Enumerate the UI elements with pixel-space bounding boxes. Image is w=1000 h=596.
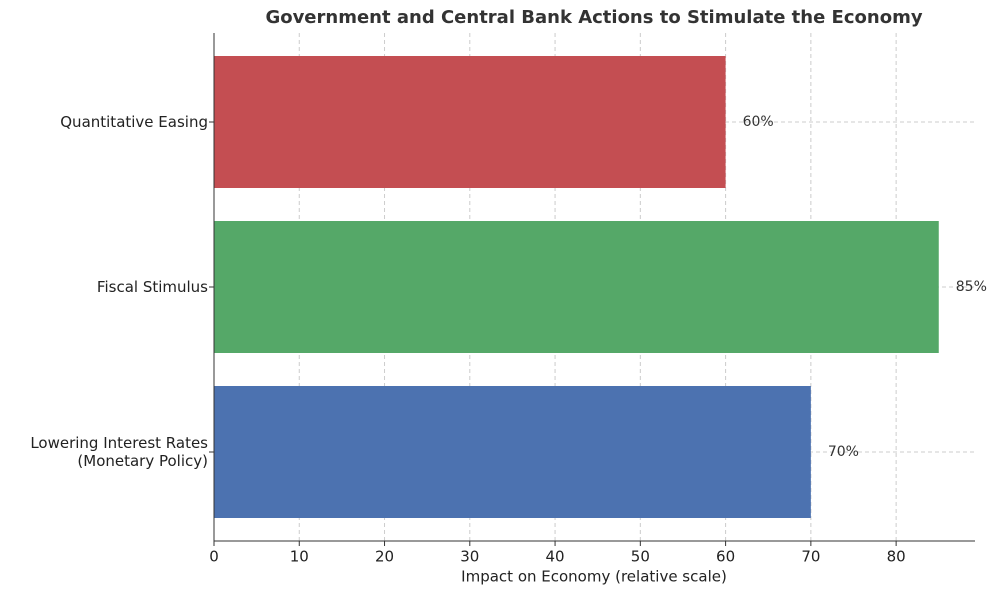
x-tick-label: 0 — [209, 548, 219, 566]
bar — [214, 221, 939, 353]
bar — [214, 56, 726, 188]
y-tick-label: Quantitative Easing — [60, 113, 208, 131]
y-tick-label: Fiscal Stimulus — [96, 278, 208, 296]
value-label: 70% — [828, 444, 859, 460]
y-tick-label: Lowering Interest Rates (Monetary Policy… — [30, 434, 208, 470]
x-tick-label: 20 — [375, 548, 394, 566]
x-tick-label: 10 — [290, 548, 309, 566]
x-tick-label: 60 — [716, 548, 735, 566]
x-tick-label: 50 — [631, 548, 650, 566]
x-tick-label: 70 — [801, 548, 820, 566]
value-label: 60% — [743, 114, 774, 130]
bar — [214, 386, 811, 518]
x-tick-label: 30 — [460, 548, 479, 566]
x-tick-label: 40 — [546, 548, 565, 566]
x-axis-label: Impact on Economy (relative scale) — [461, 568, 727, 586]
chart-title: Government and Central Bank Actions to S… — [265, 7, 922, 28]
value-label: 85% — [956, 279, 987, 295]
x-tick-label: 80 — [887, 548, 906, 566]
